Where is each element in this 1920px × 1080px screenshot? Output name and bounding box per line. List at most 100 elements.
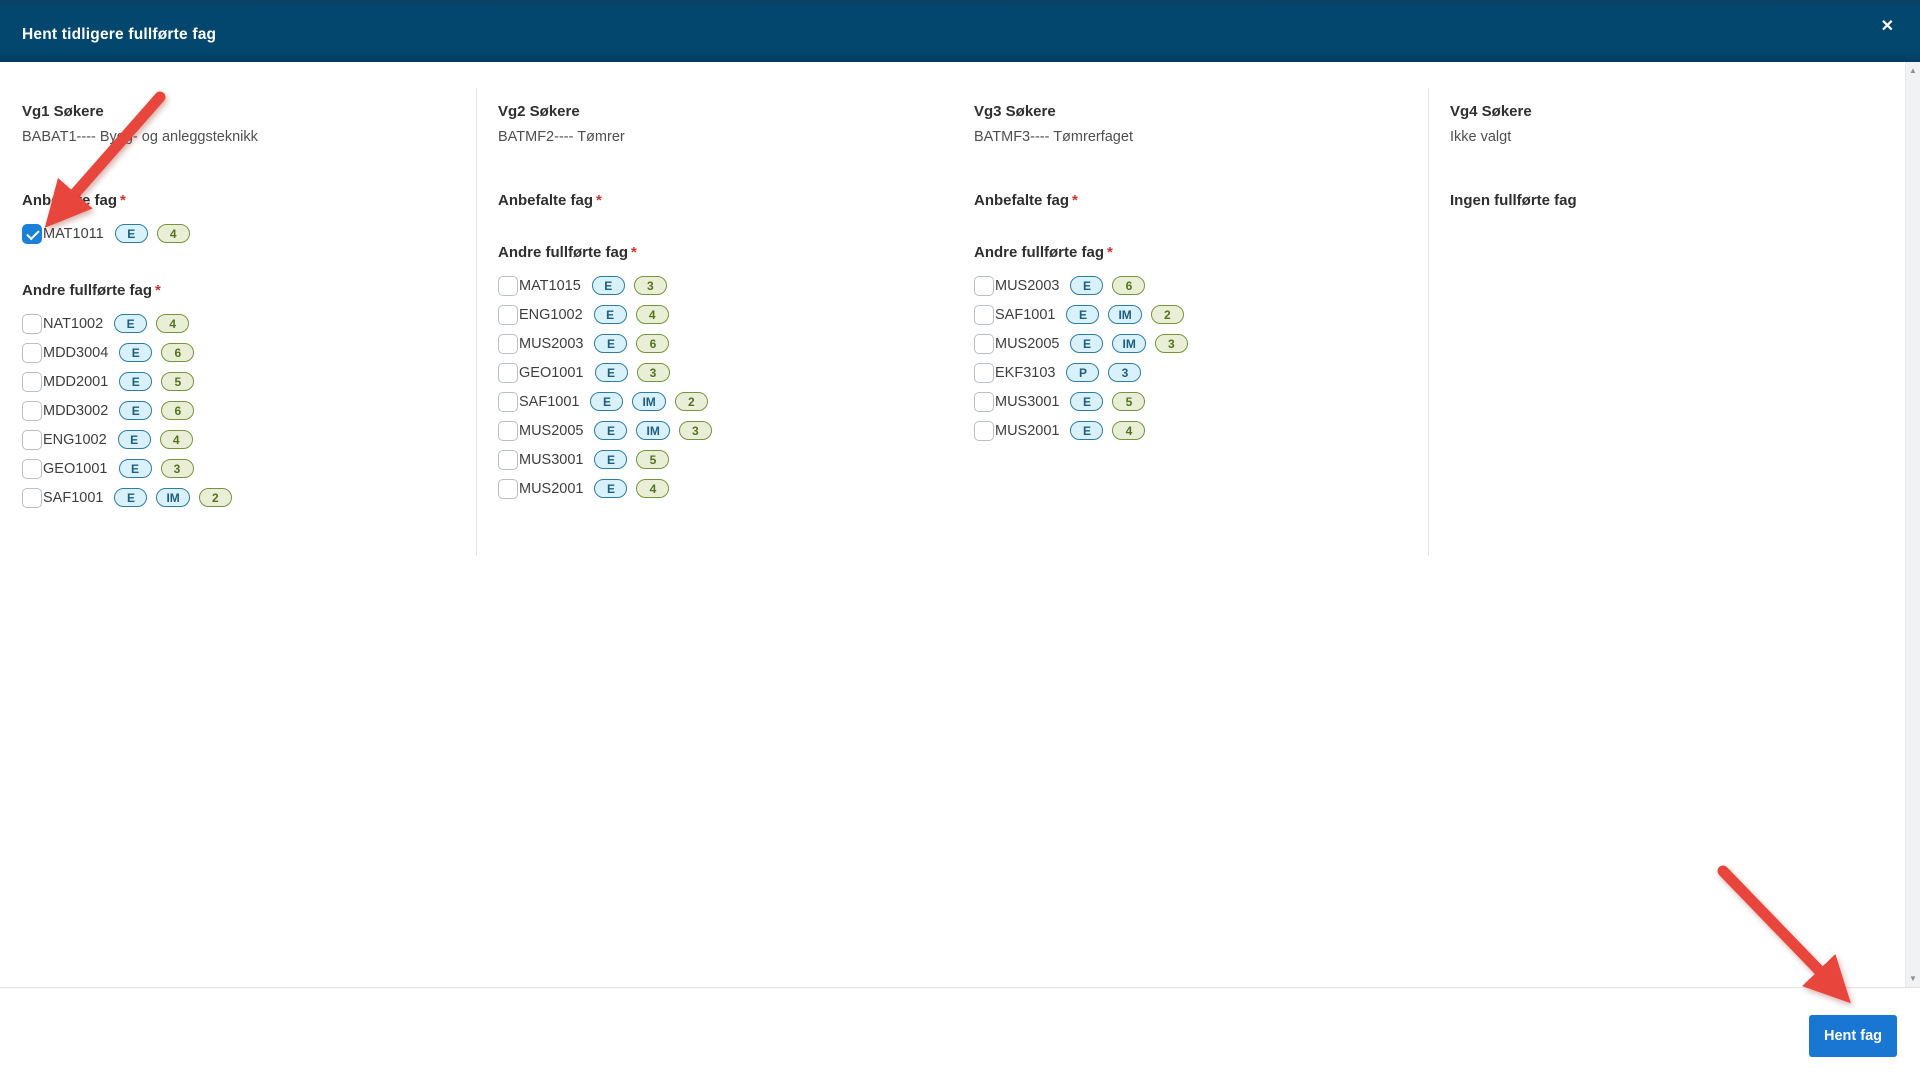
scroll-up-icon[interactable]: ▲ (1909, 66, 1917, 75)
fag-item-MAT1011[interactable]: MAT1011 E 4 (22, 219, 458, 248)
required-marker: * (155, 282, 161, 299)
fag-item-MUS2001[interactable]: MUS2001 E 4 (974, 416, 1410, 445)
column-heading: Vg3 Søkere (974, 103, 1056, 120)
badge-e: E (1070, 276, 1104, 295)
checkbox-MUS2005[interactable] (974, 333, 994, 354)
checkbox-MUS3001[interactable] (974, 391, 994, 412)
badge-5: 5 (161, 372, 195, 391)
scrollbar[interactable]: ▲ ▼ (1905, 62, 1920, 988)
badge-e: E (114, 224, 148, 243)
fag-item-MUS2005[interactable]: MUS2005 E IM 3 (498, 416, 934, 445)
fag-item-SAF1001[interactable]: SAF1001 E IM 2 (22, 483, 458, 512)
fag-item-MUS2003[interactable]: MUS2003 E 6 (974, 271, 1410, 300)
badge-e: E (591, 276, 625, 295)
fag-item-MUS3001[interactable]: MUS3001 E 5 (974, 387, 1410, 416)
fag-code: MDD3004 (43, 344, 109, 361)
fag-code: ENG1002 (519, 306, 583, 323)
fag-item-MDD3004[interactable]: MDD3004 E 6 (22, 338, 458, 367)
badge-e: E (1070, 334, 1104, 353)
badge-3: 3 (1108, 363, 1142, 382)
fag-list: MAT1015 E 3 ENG1002 E 4 MUS2003 E 6 GEO1001 E 3 SAF1… (498, 271, 934, 503)
checkbox-MDD2001[interactable] (22, 371, 42, 392)
fag-item-MUS2003[interactable]: MUS2003 E 6 (498, 329, 934, 358)
badge-e: E (594, 363, 628, 382)
fag-item-SAF1001[interactable]: SAF1001 E IM 2 (974, 300, 1410, 329)
fag-code: MUS2005 (995, 335, 1060, 352)
badge-e: E (118, 459, 152, 478)
checkbox-MAT1011[interactable] (22, 223, 42, 244)
checkbox-EKF3103[interactable] (974, 362, 994, 383)
checkbox-MAT1015[interactable] (498, 275, 518, 296)
fag-item-GEO1001[interactable]: GEO1001 E 3 (498, 358, 934, 387)
section-label-text: Anbefalte fag (498, 192, 594, 209)
scroll-down-icon[interactable]: ▼ (1909, 974, 1917, 983)
badge-3: 3 (678, 421, 712, 440)
badge-im: IM (1112, 334, 1146, 353)
checkbox-NAT1002[interactable] (22, 313, 42, 334)
modal-footer: Hent fag (0, 987, 1920, 1080)
fag-code: MUS3001 (995, 393, 1060, 410)
required-marker: * (1107, 244, 1113, 261)
badge-e: E (117, 430, 151, 449)
fag-item-ENG1002[interactable]: ENG1002 E 4 (22, 425, 458, 454)
badge-4: 4 (159, 430, 193, 449)
badge-e: E (594, 334, 628, 353)
fag-code: SAF1001 (995, 306, 1056, 323)
column-subtitle: Ikke valgt (1450, 129, 1512, 145)
hent-fag-button[interactable]: Hent fag (1809, 1015, 1897, 1057)
badge-4: 4 (156, 224, 190, 243)
section-label: Anbefalte fag * (22, 192, 458, 210)
badge-6: 6 (161, 343, 195, 362)
badge-5: 5 (636, 450, 670, 469)
close-icon[interactable]: ✕ (1880, 18, 1894, 35)
checkbox-SAF1001[interactable] (22, 487, 42, 508)
checkbox-MUS2005[interactable] (498, 420, 518, 441)
fag-list: MAT1011 E 4 (22, 219, 458, 248)
badge-3: 3 (160, 459, 194, 478)
checkbox-MUS2003[interactable] (498, 333, 518, 354)
badge-4: 4 (156, 314, 190, 333)
fag-item-GEO1001[interactable]: GEO1001 E 3 (22, 454, 458, 483)
checkbox-MUS2003[interactable] (974, 275, 994, 296)
checkbox-MUS3001[interactable] (498, 449, 518, 470)
column-vg3: Vg3 Søkere BATMF3---- Tømrerfaget Anbefalt… (952, 62, 1428, 622)
fag-item-NAT1002[interactable]: NAT1002 E 4 (22, 309, 458, 338)
fag-item-MDD2001[interactable]: MDD2001 E 5 (22, 367, 458, 396)
checkbox-MDD3002[interactable] (22, 400, 42, 421)
empty-text: Ingen fullførte fag (1450, 192, 1577, 209)
section-label-text: Andre fullførte fag (974, 244, 1104, 261)
checkbox-MUS2001[interactable] (974, 420, 994, 441)
modal-header: Hent tidligere fullførte fag ✕ (0, 0, 1920, 62)
checkbox-MDD3004[interactable] (22, 342, 42, 363)
badge-e: E (1070, 392, 1104, 411)
checkbox-SAF1001[interactable] (974, 304, 994, 325)
fag-item-MAT1015[interactable]: MAT1015 E 3 (498, 271, 934, 300)
fag-item-ENG1002[interactable]: ENG1002 E 4 (498, 300, 934, 329)
fag-code: MUS3001 (519, 451, 584, 468)
fag-item-SAF1001[interactable]: SAF1001 E IM 2 (498, 387, 934, 416)
checkbox-ENG1002[interactable] (22, 429, 42, 450)
checkbox-GEO1001[interactable] (22, 458, 42, 479)
fag-code: GEO1001 (519, 364, 584, 381)
fag-code: MUS2005 (519, 422, 584, 439)
badge-5: 5 (1112, 392, 1146, 411)
fag-item-MUS3001[interactable]: MUS3001 E 5 (498, 445, 934, 474)
checkbox-GEO1001[interactable] (498, 362, 518, 383)
fag-item-MUS2001[interactable]: MUS2001 E 4 (498, 474, 934, 503)
fag-item-MDD3002[interactable]: MDD3002 E 6 (22, 396, 458, 425)
column-subtitle: BATMF2---- Tømrer (498, 129, 625, 145)
badge-4: 4 (1112, 421, 1146, 440)
badge-e: E (119, 372, 153, 391)
checkbox-SAF1001[interactable] (498, 391, 518, 412)
fag-code: MUS2001 (995, 422, 1060, 439)
badge-e: E (1070, 421, 1104, 440)
checkbox-MUS2001[interactable] (498, 478, 518, 499)
fag-item-EKF3103[interactable]: EKF3103 P 3 (974, 358, 1410, 387)
checkbox-ENG1002[interactable] (498, 304, 518, 325)
modal-title: Hent tidligere fullførte fag (22, 26, 217, 43)
section-label-text: Anbefalte fag (974, 192, 1070, 209)
fag-code: NAT1002 (43, 315, 104, 332)
fag-item-MUS2005[interactable]: MUS2005 E IM 3 (974, 329, 1410, 358)
badge-3: 3 (1154, 334, 1188, 353)
section-label: Andre fullførte fag * (498, 244, 934, 262)
